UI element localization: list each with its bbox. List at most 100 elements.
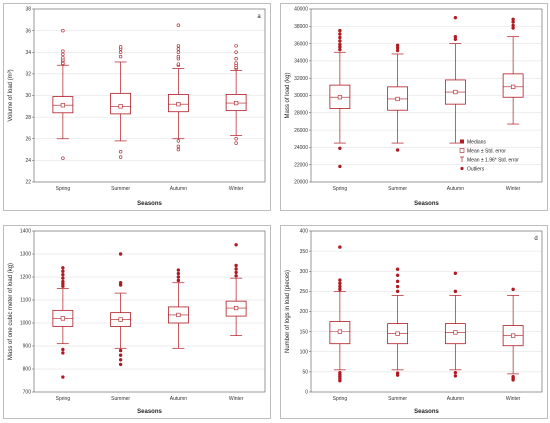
y-tick-label: 1100	[20, 298, 31, 304]
y-axis-title: Volume of load (m³)	[8, 69, 14, 121]
outlier-point	[61, 55, 65, 60]
outlier-point	[118, 362, 123, 367]
volume-of-load-chart: 22 24 26 28 30 32 34 36 38 Spring Summer Autumn Wint…	[3, 3, 271, 211]
outlier-point	[176, 54, 181, 59]
outlier-point	[61, 279, 65, 284]
x-tick-label: Spring	[56, 396, 71, 402]
y-tick-label: 1400	[20, 229, 31, 235]
y-axis-title: Mass of one cubic meter of load (kg)	[8, 263, 14, 360]
y-tick-label: 300	[300, 269, 309, 275]
mean-marker	[453, 330, 458, 335]
y-tick-label: 250	[300, 289, 309, 295]
chart-svg: 700 800 900 1000 1100 1200 1300 1400 Spring Summe…	[8, 229, 266, 415]
outlier-point	[338, 164, 342, 169]
y-axis-title: Mass of load (kg)	[285, 72, 291, 118]
y-tick-label: 40000	[294, 7, 308, 13]
outlier-point	[176, 275, 181, 279]
x-axis-title: Seasons	[137, 409, 162, 415]
legend-label: Mean ± Std. error	[467, 148, 506, 154]
plot-frame	[33, 8, 266, 183]
y-tick-label: 24	[25, 158, 31, 164]
outlier-point	[234, 137, 238, 141]
box-winter	[225, 44, 247, 145]
outlier-point	[338, 284, 342, 289]
box-summer	[387, 267, 409, 377]
x-tick-label: Autumn	[447, 186, 464, 192]
outlier-point	[453, 271, 458, 275]
outlier-point	[395, 43, 400, 48]
outlier-point	[338, 278, 342, 282]
outlier-point	[395, 284, 400, 289]
box-summer	[387, 43, 409, 152]
outlier-point	[176, 47, 181, 51]
outlier-point	[453, 289, 458, 294]
box-spring	[329, 28, 351, 169]
outlier-point	[395, 289, 400, 294]
legend-label: Outliers	[467, 166, 485, 172]
outlier-point	[234, 274, 238, 278]
x-tick-label: Winter	[506, 186, 521, 192]
outlier-point	[176, 271, 181, 276]
mean-marker	[118, 104, 123, 109]
x-axis-title: Seasons	[414, 409, 439, 415]
mean-marker	[337, 329, 342, 334]
outlier-point	[118, 54, 123, 59]
outlier-point	[338, 287, 342, 292]
outlier-point	[118, 150, 123, 154]
outlier-point	[118, 281, 123, 285]
outlier-point	[234, 270, 238, 275]
outlier-point	[61, 375, 65, 379]
outlier-point	[453, 15, 458, 20]
mean-marker	[511, 84, 516, 89]
y-tick-label: 36000	[294, 41, 308, 47]
y-axis-title: Number of logs in load (pieces)	[285, 270, 291, 353]
outlier-point	[338, 146, 342, 150]
outlier-point	[118, 358, 123, 362]
chart-svg: 0 50 100 150 200 250 300 350 400 Spring Summer Autu…	[285, 229, 543, 415]
legend-outlier-swatch	[460, 166, 464, 171]
outlier-point	[176, 278, 181, 283]
outlier-point	[176, 23, 181, 27]
box-autumn	[167, 268, 189, 349]
y-tick-label: 20000	[294, 180, 308, 186]
outlier-point	[338, 32, 342, 36]
x-tick-label: Summer	[388, 396, 407, 402]
outlier-point	[118, 348, 123, 353]
x-tick-label: Autumn	[447, 396, 464, 402]
outlier-point	[395, 148, 400, 152]
outlier-point	[453, 34, 458, 39]
x-tick-label: Autumn	[170, 186, 187, 192]
y-tick-label: 1300	[20, 252, 31, 258]
y-tick-label: 34000	[294, 59, 308, 65]
x-axis-title: Seasons	[414, 201, 439, 207]
plot-frame	[310, 230, 543, 393]
y-tick-label: 28000	[294, 111, 308, 117]
x-tick-label: Spring	[333, 396, 348, 402]
y-tick-label: 400	[300, 229, 309, 235]
outlier-point	[61, 156, 65, 160]
mean-marker	[176, 102, 181, 107]
outlier-point	[61, 276, 65, 280]
plot-frame	[310, 8, 543, 183]
y-tick-label: 24000	[294, 145, 308, 151]
box-summer	[110, 45, 132, 159]
outlier-point	[118, 353, 123, 357]
y-tick-label: 22000	[294, 162, 308, 168]
outlier-point	[176, 147, 181, 152]
outlier-point	[395, 273, 400, 277]
outlier-point	[234, 243, 238, 247]
outlier-point	[61, 351, 65, 355]
outlier-point	[118, 45, 123, 49]
x-tick-label: Autumn	[170, 396, 187, 402]
y-tick-label: 700	[23, 390, 32, 396]
legend-item: Mean ± Std. error	[459, 148, 506, 154]
y-tick-label: 1200	[20, 275, 31, 281]
y-tick-label: 900	[23, 344, 32, 350]
mass-per-cubic-meter-chart: 700 800 900 1000 1100 1200 1300 1400 Spring Summe…	[3, 225, 271, 419]
box-winter	[502, 287, 524, 382]
mass-of-load-chart: 20000 22000 24000 26000 28000 30000 32000 34000…	[280, 3, 548, 211]
box-spring	[329, 245, 351, 383]
x-tick-label: Summer	[388, 186, 407, 192]
mean-marker	[395, 96, 400, 102]
box-summer	[110, 252, 132, 367]
